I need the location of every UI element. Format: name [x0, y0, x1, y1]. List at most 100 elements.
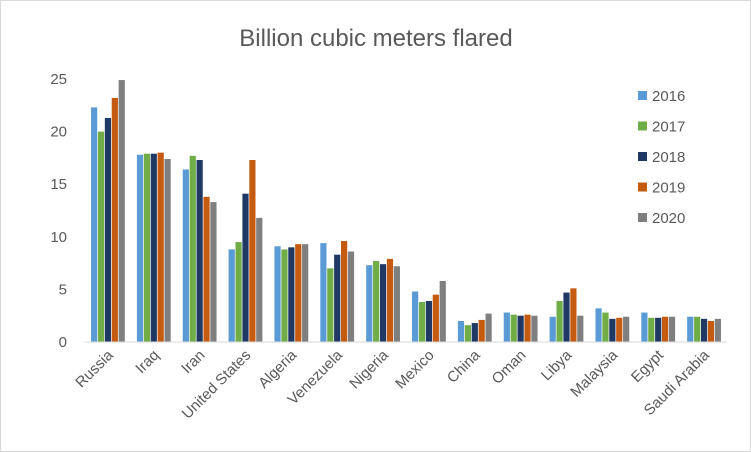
bar-2018-saudi-arabia	[700, 318, 708, 342]
x-tick-label: Malaysia	[567, 346, 621, 400]
bar-2017-oman	[510, 314, 517, 342]
bar-2019-saudi-arabia	[707, 320, 715, 342]
legend-label: 2017	[652, 119, 685, 136]
bar-2018-egypt	[655, 317, 662, 342]
legend-swatch	[638, 91, 647, 100]
bar-2016-nigeria	[366, 265, 373, 342]
bar-2019-mexico	[432, 294, 439, 342]
bar-2017-united-states	[235, 242, 242, 342]
bar-2020-egypt	[668, 316, 676, 342]
x-tick-label: Iraq	[132, 347, 162, 377]
bar-2017-malaysia	[602, 312, 609, 342]
bar-2017-iraq	[143, 153, 150, 342]
bar-2020-venezuela	[347, 251, 355, 342]
bar-2018-china	[471, 323, 478, 342]
bar-2017-iran	[189, 155, 196, 342]
legend-swatch	[638, 152, 647, 161]
bar-2018-nigeria	[379, 264, 387, 342]
x-tick-label: Nigeria	[346, 346, 392, 392]
bar-2020-mexico	[439, 280, 446, 342]
legend-label: 2018	[652, 149, 685, 166]
bar-2017-libya	[556, 300, 563, 342]
bar-2019-united-states	[249, 160, 256, 342]
bar-2017-nigeria	[373, 261, 380, 342]
legend: 2016 2017 2018 2019 2020	[638, 88, 685, 227]
bar-2019-venezuela	[341, 241, 348, 342]
bar-2017-egypt	[648, 317, 655, 342]
x-tick-label: Russia	[72, 346, 117, 391]
bar-2020-oman	[531, 315, 538, 342]
bar-2020-algeria	[302, 244, 309, 342]
bar-2020-malaysia	[623, 316, 630, 342]
bar-2017-saudi-arabia	[694, 316, 701, 342]
bar-2020-iran	[210, 202, 217, 342]
bar-2017-russia	[97, 131, 105, 342]
bar-2016-mexico	[412, 291, 419, 342]
bar-2016-china	[457, 320, 465, 342]
legend-swatch	[638, 213, 647, 222]
bar-2017-venezuela	[327, 268, 334, 342]
x-tick-label: Mexico	[392, 347, 438, 393]
legend-label: 2019	[652, 180, 685, 197]
bar-2016-venezuela	[320, 243, 327, 342]
bar-2018-libya	[563, 292, 570, 342]
legend-swatch	[638, 182, 647, 192]
x-tick-label: Libya	[538, 346, 576, 384]
bar-2016-saudi-arabia	[687, 316, 694, 342]
bar-2018-iraq	[150, 153, 157, 342]
x-tick-label: Oman	[489, 347, 530, 388]
bar-2016-oman	[503, 312, 510, 342]
bar-2017-china	[464, 325, 471, 342]
bar-2018-iran	[196, 160, 203, 342]
bar-2018-malaysia	[609, 318, 616, 342]
bar-2016-united-states	[228, 249, 235, 342]
bar-2019-algeria	[295, 244, 302, 342]
bar-2020-russia	[118, 80, 125, 343]
bar-2016-algeria	[274, 246, 281, 342]
y-tick-label: 15	[50, 176, 67, 193]
bar-2019-nigeria	[386, 258, 394, 342]
bar-2020-united-states	[256, 217, 263, 342]
bar-2018-algeria	[288, 247, 295, 342]
bar-2018-venezuela	[334, 254, 341, 342]
y-tick-label: 25	[50, 71, 67, 88]
bar-2017-mexico	[418, 302, 426, 342]
x-tick-label: Egypt	[628, 346, 668, 386]
bar-2020-iraq	[164, 158, 171, 342]
bars	[91, 80, 721, 343]
legend-swatch	[638, 121, 647, 131]
x-tick-label: Iran	[178, 347, 208, 377]
chart-title: Billion cubic meters flared	[239, 25, 512, 52]
bar-2018-united-states	[242, 193, 249, 342]
bar-2019-malaysia	[616, 317, 623, 342]
bar-2019-oman	[524, 314, 531, 342]
bar-2020-china	[485, 313, 492, 342]
y-tick-label: 20	[50, 124, 67, 141]
bar-2016-egypt	[641, 312, 648, 342]
legend-label: 2016	[652, 88, 685, 105]
bar-2019-china	[478, 319, 485, 342]
bar-2019-iraq	[157, 152, 164, 342]
bar-2016-malaysia	[595, 308, 602, 342]
bar-2018-oman	[517, 315, 524, 342]
bar-2019-libya	[570, 288, 577, 342]
bar-2018-mexico	[425, 300, 433, 342]
x-tick-label: Algeria	[255, 346, 301, 392]
x-tick-label: China	[444, 346, 484, 386]
y-tick-label: 10	[50, 229, 67, 246]
bar-2016-libya	[549, 316, 556, 342]
bar-2020-saudi-arabia	[714, 318, 721, 342]
bar-2018-russia	[104, 117, 112, 342]
y-tick-label: 5	[59, 281, 67, 298]
bar-2017-algeria	[281, 249, 288, 342]
y-axis: 0 5 10 15 20 25	[50, 71, 67, 351]
bar-2019-egypt	[662, 316, 669, 342]
bar-2019-russia	[111, 97, 118, 342]
bar-2019-iran	[203, 196, 210, 342]
bar-2016-russia	[91, 107, 98, 343]
bar-2020-libya	[577, 315, 584, 342]
bar-2016-iran	[182, 169, 189, 342]
